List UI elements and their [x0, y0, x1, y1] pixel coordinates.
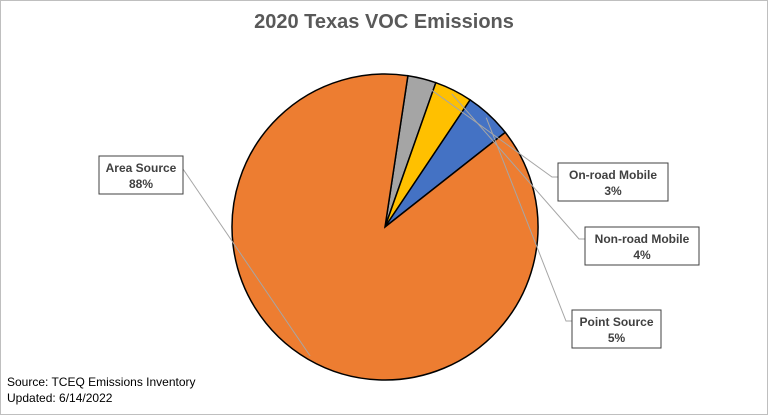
chart-title: 2020 Texas VOC Emissions: [254, 11, 514, 33]
leader-line: [182, 168, 311, 357]
data-label-value: 5%: [608, 331, 626, 345]
data-label-non-road-mobile: Non-road Mobile 4%: [584, 226, 700, 266]
updated-note: Updated: 6/14/2022: [7, 391, 113, 405]
data-label-point-source: Point Source 5%: [571, 309, 662, 349]
data-label-value: 4%: [633, 248, 651, 262]
leader-line: [451, 93, 585, 240]
data-label-value: 3%: [604, 184, 622, 198]
data-label-value: 88%: [129, 177, 153, 191]
source-note: Source: TCEQ Emissions Inventory: [7, 375, 196, 389]
leader-line: [485, 117, 572, 322]
pie-slice-area-source: [231, 73, 539, 381]
data-label-name: Area Source: [106, 161, 177, 175]
data-label-area-source: Area Source 88%: [98, 155, 184, 195]
data-label-name: Non-road Mobile: [595, 232, 690, 246]
data-label-on-road-mobile: On-road Mobile 3%: [557, 162, 669, 202]
data-label-name: On-road Mobile: [569, 168, 657, 182]
leader-line: [420, 82, 558, 178]
data-label-name: Point Source: [579, 315, 653, 329]
